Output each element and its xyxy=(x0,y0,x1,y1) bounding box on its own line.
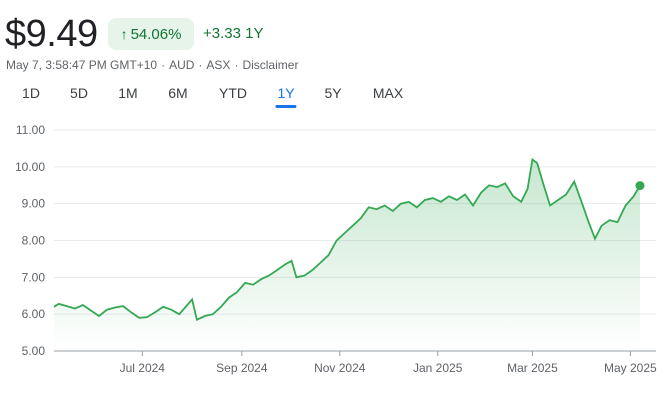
x-tick-label: Mar 2025 xyxy=(507,361,558,375)
y-tick-label: 11.00 xyxy=(16,123,45,137)
quote-meta: May 7, 3:58:47 PM GMT+10 · AUD · ASX · Disclai… xyxy=(6,58,298,72)
x-tick-label: Sep 2024 xyxy=(216,361,268,375)
tab-max[interactable]: MAX xyxy=(372,85,404,101)
tab-1d[interactable]: 1D xyxy=(22,85,40,101)
x-tick-label: Jul 2024 xyxy=(120,361,166,375)
y-tick-label: 6.00 xyxy=(22,307,46,321)
tab-1y[interactable]: 1Y xyxy=(275,85,297,108)
currency: AUD xyxy=(169,58,195,72)
price-line xyxy=(53,157,641,321)
latest-price-marker xyxy=(635,181,645,191)
up-arrow-icon: ↑ xyxy=(120,26,128,42)
tab-ytd[interactable]: YTD xyxy=(219,85,247,101)
tab-1m[interactable]: 1M xyxy=(118,85,138,101)
absolute-change: +3.33 1Y xyxy=(203,25,264,42)
disclaimer-link[interactable]: Disclaimer xyxy=(242,58,299,72)
price-chart[interactable]: 11.00 10.00 9.00 8.00 7.00 6.00 5.00 Jul 2024 S… xyxy=(0,112,672,400)
separator: · xyxy=(234,58,239,72)
x-tick-label: May 2025 xyxy=(604,361,657,375)
x-tick-label: Jan 2025 xyxy=(413,361,463,375)
quote-timestamp: May 7, 3:58:47 PM GMT+10 xyxy=(6,58,158,72)
percent-change-value: 54.06% xyxy=(130,25,182,43)
current-price: $9.49 xyxy=(5,13,98,55)
tab-5d[interactable]: 5D xyxy=(70,85,88,101)
tab-6m[interactable]: 6M xyxy=(168,85,188,101)
y-tick-label: 7.00 xyxy=(22,270,46,284)
x-axis-ticks xyxy=(141,351,631,356)
tab-5y[interactable]: 5Y xyxy=(324,85,342,101)
y-tick-label: 5.00 xyxy=(22,344,46,358)
x-tick-label: Nov 2024 xyxy=(314,361,366,375)
y-tick-label: 8.00 xyxy=(22,234,46,248)
y-tick-label: 9.00 xyxy=(22,197,46,211)
percent-change-badge: ↑ 54.06% xyxy=(108,18,194,50)
y-tick-label: 10.00 xyxy=(15,160,45,174)
y-axis-labels: 11.00 10.00 9.00 8.00 7.00 6.00 5.00 xyxy=(15,123,45,358)
exchange: ASX xyxy=(206,58,231,72)
x-axis-labels: Jul 2024 Sep 2024 Nov 2024 Jan 2025 Mar 2025… xyxy=(120,361,657,375)
separator: · xyxy=(198,58,203,72)
separator: · xyxy=(161,58,166,72)
price-area-fill xyxy=(54,159,640,351)
